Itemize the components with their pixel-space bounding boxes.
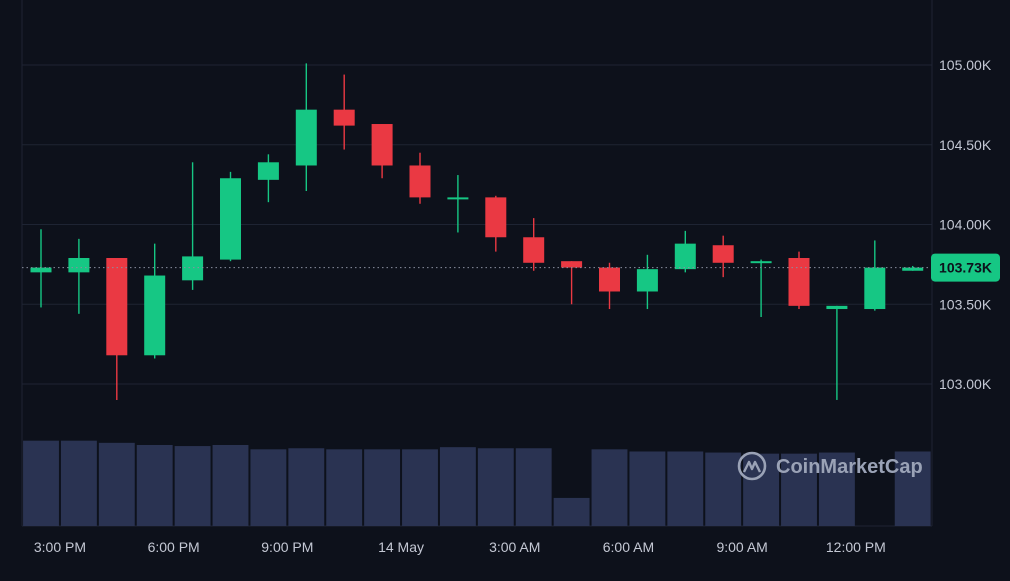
coinmarketcap-logo-icon (737, 451, 767, 481)
volume-bar (174, 446, 211, 526)
candle-body (257, 162, 279, 180)
volume-bar (23, 440, 59, 526)
candle-body (599, 267, 620, 292)
candle-body (712, 245, 734, 263)
grid-lines (21, 0, 933, 527)
x-tick-label: 6:00 PM (148, 539, 200, 555)
candle-up (636, 254, 658, 310)
y-tick-label: 104.50K (939, 137, 992, 153)
candle-body (788, 257, 810, 306)
candle-down (599, 262, 620, 310)
candle-up (30, 229, 52, 308)
candle-down (106, 257, 128, 400)
x-tick-label: 12:00 PM (826, 539, 886, 555)
candle-body (864, 267, 886, 310)
current-price-indicator: 103.73K (22, 253, 1000, 282)
candle-up (144, 243, 166, 359)
candle-body (30, 267, 52, 273)
candle-body (485, 197, 507, 238)
current-price-tag (931, 253, 1000, 282)
volume-bar (781, 453, 817, 526)
volume-bar (591, 449, 628, 526)
volume-bar (212, 445, 249, 526)
volume-bar (136, 445, 173, 526)
x-tick-label: 3:00 PM (34, 539, 86, 555)
watermark: CoinMarketCap (737, 451, 923, 481)
volume-bar (515, 448, 552, 526)
candle-body (68, 257, 90, 273)
candle-up (182, 162, 204, 290)
volume-bar (288, 448, 325, 526)
volume-bar (326, 449, 363, 526)
candle-up (826, 305, 848, 400)
candle-body (561, 261, 583, 268)
candle-up (750, 259, 772, 318)
volume-bar (667, 451, 704, 526)
candle-down (485, 195, 507, 252)
candle-body (826, 305, 848, 310)
candle-up (674, 230, 696, 273)
candle-up (295, 63, 317, 192)
candle-body (333, 109, 355, 126)
candles (30, 63, 924, 400)
candle-down (523, 218, 545, 271)
x-tick-label: 6:00 AM (603, 539, 654, 555)
candle-down (333, 74, 355, 150)
candle-body (409, 165, 431, 198)
volume-bar (364, 449, 401, 526)
candle-body (447, 197, 469, 200)
y-tick-label: 103.00K (939, 376, 992, 392)
x-tick-label: 14 May (378, 539, 424, 555)
candle-body (750, 261, 772, 264)
volume-bar (743, 453, 780, 526)
candle-body (295, 109, 317, 166)
candle-down (371, 124, 393, 179)
candle-body (182, 256, 204, 281)
volume-bar (477, 448, 514, 526)
candle-up (447, 175, 469, 233)
volume-bar (818, 452, 855, 526)
candle-body (902, 267, 924, 271)
candle-body (674, 243, 696, 270)
y-tick-label: 104.00K (939, 217, 992, 233)
candle-body (106, 257, 128, 356)
axes: 103.00K 103.50K 104.00K 104.50K 105.00K 3:00 … (34, 57, 992, 555)
candle-up (68, 238, 90, 314)
volume-bar (60, 440, 97, 526)
volume-bar (402, 449, 438, 526)
x-tick-label: 3:00 AM (489, 539, 540, 555)
candle-up (864, 240, 886, 311)
volume-bar (98, 442, 135, 526)
volume-bar (894, 451, 931, 526)
volume-bars (23, 440, 931, 526)
volume-bar (705, 452, 742, 526)
candle-down (788, 251, 810, 310)
x-tick-label: 9:00 AM (716, 539, 767, 555)
x-tick-label: 9:00 PM (261, 539, 313, 555)
y-tick-label: 105.00K (939, 57, 992, 73)
volume-bar (629, 451, 666, 526)
candle-down (561, 261, 583, 305)
candle-body (371, 124, 393, 166)
candle-down (409, 152, 431, 204)
candle-up (902, 265, 924, 271)
candle-body (220, 178, 241, 260)
candle-down (712, 235, 734, 278)
y-tick-label: 103.50K (939, 296, 992, 312)
volume-bar (250, 449, 287, 526)
candle-body (523, 237, 545, 263)
candle-body (144, 275, 166, 356)
current-price-label: 103.73K (939, 260, 992, 276)
candle-body (636, 269, 658, 292)
volume-bar (439, 447, 476, 526)
watermark-text: CoinMarketCap (776, 456, 923, 478)
candle-up (257, 154, 279, 203)
candle-up (220, 171, 241, 262)
volume-bar (553, 497, 590, 526)
